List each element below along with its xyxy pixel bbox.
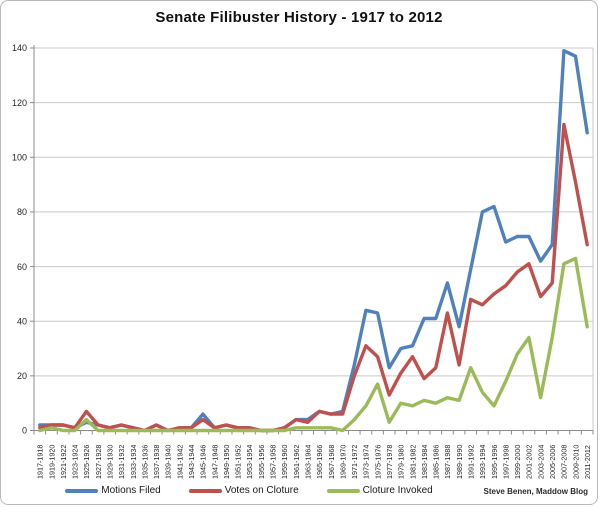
legend-item-votes-on-cloture: Votes on Cloture [188,485,299,496]
svg-text:1937-1938: 1937-1938 [152,445,161,479]
series-line-votes-on-cloture [38,122,589,433]
svg-text:20: 20 [17,371,27,381]
credit-text: Steve Benen, Maddow Blog [483,487,588,496]
gridlines [34,47,594,431]
svg-text:1967-1968: 1967-1968 [327,445,336,479]
x-axis-tick-labels: 1917-1918 1919-1920 1921-1922 1923-1924 1925… [36,445,592,479]
svg-text:60: 60 [17,262,27,272]
legend-label-motions-filed: Motions Filed [101,485,161,496]
legend-label-votes-on-cloture: Votes on Cloture [224,485,299,496]
svg-text:1927-1928: 1927-1928 [94,445,103,479]
svg-text:1931-1932: 1931-1932 [117,445,126,479]
svg-text:80: 80 [17,207,27,217]
svg-text:1981-1982: 1981-1982 [408,445,417,479]
svg-text:1959-1960: 1959-1960 [280,445,289,479]
legend-label-cloture-invoked: Cloture Invoked [362,485,433,496]
svg-text:1957-1958: 1957-1958 [269,445,278,479]
y-axis-tick-labels: 0 20 40 60 80 100 120 140 [12,43,27,436]
svg-text:1917-1918: 1917-1918 [36,445,45,479]
legend: Motions Filed Votes on Cloture Cloture I… [34,485,464,496]
svg-text:1963-1964: 1963-1964 [303,445,312,479]
svg-text:2003-2004: 2003-2004 [536,445,545,479]
svg-text:1987-1988: 1987-1988 [443,445,452,479]
chart-title: Senate Filibuster History - 1917 to 2012 [155,9,443,26]
svg-text:2001-2002: 2001-2002 [525,445,534,479]
legend-item-cloture-invoked: Cloture Invoked [326,485,433,496]
series-line-motions-filed [38,49,589,433]
svg-text:1919-1920: 1919-1920 [47,445,56,479]
svg-text:1935-1936: 1935-1936 [140,445,149,479]
svg-text:2005-2006: 2005-2006 [548,445,557,479]
svg-text:1933-1934: 1933-1934 [129,445,138,479]
svg-text:1985-1986: 1985-1986 [432,445,441,479]
svg-text:1939-1940: 1939-1940 [164,445,173,479]
svg-text:1975-1976: 1975-1976 [373,445,382,479]
svg-text:2011-2012: 2011-2012 [583,445,592,479]
svg-text:1945-1946: 1945-1946 [199,445,208,479]
motions-filed-line-swatch [65,488,99,493]
svg-text:140: 140 [12,43,27,53]
svg-text:1961-1962: 1961-1962 [292,445,301,479]
svg-text:1983-1984: 1983-1984 [420,445,429,479]
svg-text:1925-1926: 1925-1926 [82,445,91,479]
legend-item-motions-filed: Motions Filed [65,485,161,496]
svg-text:1969-1970: 1969-1970 [338,445,347,479]
svg-text:1947-1948: 1947-1948 [210,445,219,479]
svg-text:1997-1998: 1997-1998 [501,445,510,479]
svg-text:1929-1930: 1929-1930 [105,445,114,479]
svg-text:1921-1922: 1921-1922 [59,445,68,479]
svg-text:100: 100 [12,152,27,162]
svg-text:1979-1980: 1979-1980 [397,445,406,479]
svg-text:1949-1950: 1949-1950 [222,445,231,479]
cloture-invoked-line-swatch [326,488,360,493]
svg-text:1951-1952: 1951-1952 [234,445,243,479]
svg-text:2007-2008: 2007-2008 [560,445,569,479]
series-line-cloture-invoked [38,256,589,433]
svg-text:1953-1954: 1953-1954 [245,445,254,479]
votes-on-cloture-line-swatch [188,488,222,493]
svg-text:1995-1996: 1995-1996 [490,445,499,479]
svg-text:1965-1966: 1965-1966 [315,445,324,479]
svg-text:1955-1956: 1955-1956 [257,445,266,479]
svg-text:1923-1924: 1923-1924 [71,445,80,479]
svg-text:0: 0 [22,426,27,436]
svg-text:1941-1942: 1941-1942 [175,445,184,479]
svg-text:120: 120 [12,98,27,108]
svg-text:1993-1994: 1993-1994 [478,445,487,479]
svg-text:1989-1990: 1989-1990 [455,445,464,479]
svg-text:1973-1974: 1973-1974 [362,445,371,479]
svg-text:40: 40 [17,316,27,326]
svg-text:1971-1972: 1971-1972 [350,445,359,479]
svg-text:2009-2010: 2009-2010 [571,445,580,479]
svg-text:1999-2000: 1999-2000 [513,445,522,479]
svg-text:1991-1992: 1991-1992 [467,445,476,479]
svg-text:1977-1978: 1977-1978 [385,445,394,479]
svg-text:1943-1944: 1943-1944 [187,445,196,479]
